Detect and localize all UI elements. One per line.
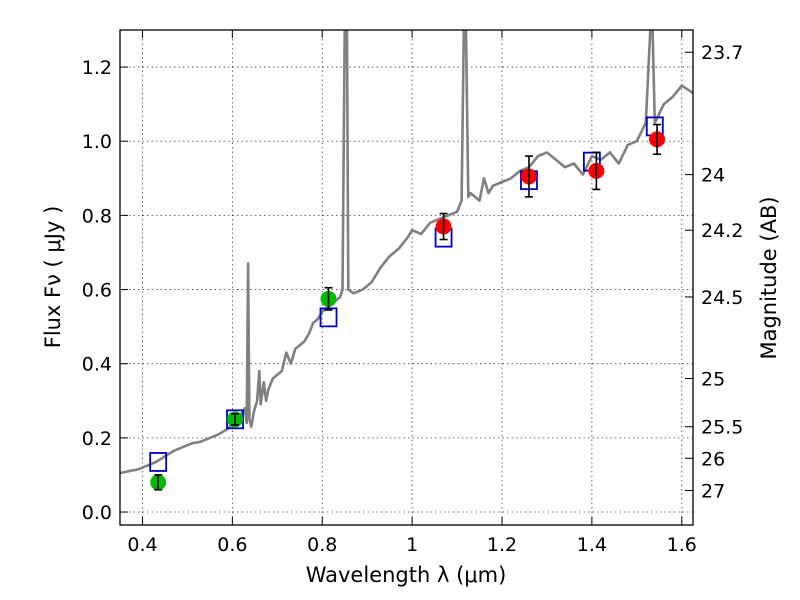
y-tick-label: 1.0 [82, 131, 112, 153]
y-tick-label: 0.2 [82, 428, 112, 450]
y2-tick-label: 26 [701, 448, 725, 470]
y2-tick-label: 25 [701, 369, 725, 391]
y2-tick-label: 23.7 [701, 42, 743, 64]
y-tick-label: 0.0 [82, 502, 112, 524]
plot-frame [119, 29, 694, 526]
y2-axis-label: Magnitude (AB) [757, 196, 781, 359]
x-tick-label: 0.6 [217, 534, 247, 556]
y-tick-label: 1.2 [82, 57, 112, 79]
model-spectrum-line [120, 30, 693, 475]
axis-ticks: 0.4 0.6 0.8 1 1.2 1.4 1.6 0.0 0.2 0.4 0.6 0.8 1.0 1.2… [82, 30, 743, 556]
y-tick-label: 0.8 [82, 205, 112, 227]
x-tick-label: 1.6 [667, 534, 697, 556]
y2-tick-label: 24 [701, 165, 725, 187]
y2-tick-label: 25.5 [701, 417, 743, 439]
y2-tick-label: 24.2 [701, 220, 743, 242]
model-photometry-square [149, 452, 168, 472]
y2-tick-label: 27 [701, 481, 725, 503]
x-tick-label: 1.2 [487, 534, 517, 556]
y-axis-label: Flux Fν ( μJy ) [41, 206, 65, 349]
x-tick-label: 1.4 [577, 534, 607, 556]
y-tick-label: 0.6 [82, 280, 112, 302]
x-tick-label: 0.8 [307, 534, 337, 556]
y2-tick-label: 24.5 [701, 287, 743, 309]
x-axis-label: Wavelength λ (μm) [306, 563, 507, 587]
y-tick-label: 0.4 [82, 354, 112, 376]
plot-area [120, 30, 693, 475]
data-markers [149, 116, 666, 491]
x-tick-label: 1 [406, 534, 418, 556]
x-tick-label: 0.4 [127, 534, 157, 556]
grid-lines [120, 30, 693, 525]
